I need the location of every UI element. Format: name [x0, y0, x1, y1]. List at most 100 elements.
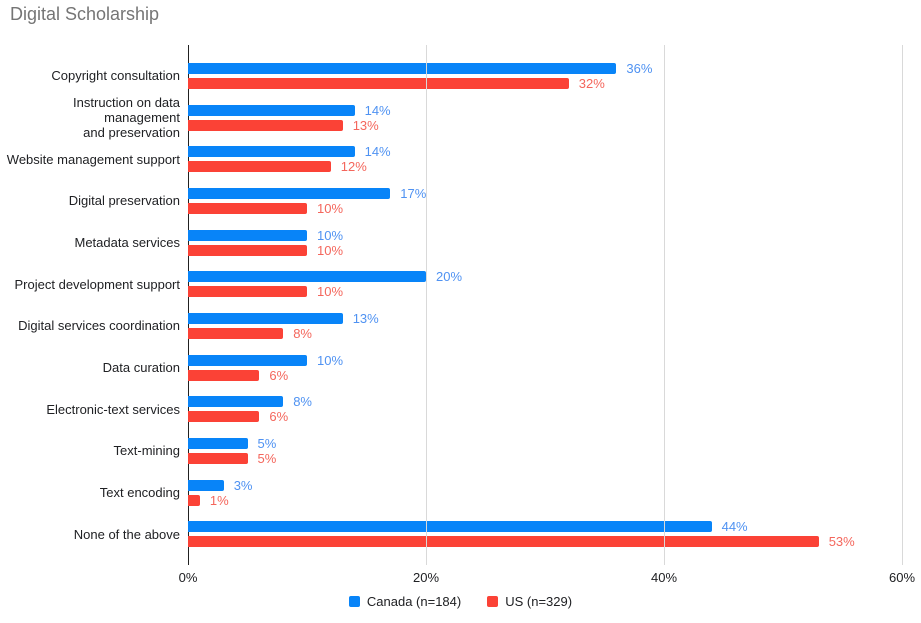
- bar-value-label: 20%: [436, 269, 463, 285]
- bar-line: 20%: [188, 269, 902, 285]
- category-label: Website management support: [6, 151, 180, 167]
- bar-canada[interactable]: [188, 187, 391, 199]
- bar-canada[interactable]: [188, 271, 426, 283]
- bar-line: 5%: [188, 435, 902, 451]
- bar-us[interactable]: [188, 536, 819, 548]
- bar-group: 3% 1%: [188, 478, 902, 508]
- bar-group: 14% 12%: [188, 144, 902, 175]
- bar-line: 10%: [188, 243, 902, 258]
- bar-canada[interactable]: [188, 312, 343, 324]
- bar-value-label: 8%: [293, 325, 312, 341]
- bar-canada[interactable]: [188, 521, 712, 533]
- bar-line: 13%: [188, 117, 902, 133]
- category-row: Text-mining 5% 5%: [114, 430, 902, 472]
- bar-us[interactable]: [188, 452, 248, 464]
- bar-canada[interactable]: [188, 229, 307, 241]
- bar-canada[interactable]: [188, 62, 617, 74]
- legend-swatch-icon: [348, 595, 360, 607]
- bar-line: 5%: [188, 450, 902, 466]
- bar-group: 17% 10%: [188, 185, 902, 216]
- bar-canada[interactable]: [188, 479, 224, 491]
- category-label: None of the above: [73, 526, 180, 542]
- bar-value-label: 32%: [578, 75, 605, 91]
- bar-line: 10%: [188, 227, 902, 243]
- category-row: Text encoding 3% 1%: [100, 472, 902, 514]
- category-label: Digital preservation: [68, 193, 180, 209]
- bar-line: 14%: [188, 103, 902, 118]
- bar-us[interactable]: [188, 286, 307, 298]
- category-label: Metadata services: [74, 235, 181, 251]
- category-label: Project development support: [14, 276, 180, 292]
- bar-us[interactable]: [188, 119, 343, 131]
- bar-group: 5% 5%: [188, 435, 902, 466]
- bar-value-label: 13%: [352, 310, 379, 326]
- y-axis-baseline: [188, 45, 189, 565]
- bar-value-label: 12%: [340, 159, 367, 175]
- bar-value-label: 10%: [317, 200, 344, 216]
- category-label: Instruction on data management and prese…: [73, 95, 180, 140]
- bar-line: 10%: [188, 352, 902, 368]
- bar-value-label: 10%: [317, 227, 344, 243]
- bar-line: 32%: [188, 75, 902, 91]
- bar-line: 36%: [188, 61, 902, 76]
- bar-group: 13% 8%: [188, 310, 902, 341]
- category-label: Text encoding: [99, 485, 180, 501]
- category-label: Text-mining: [113, 443, 180, 459]
- category-row: Data curation 10% 6%: [103, 347, 902, 389]
- category-row: None of the above 44% 53%: [74, 513, 902, 555]
- bar-us[interactable]: [188, 327, 284, 339]
- bar-us[interactable]: [188, 161, 331, 173]
- bar-value-label: 5%: [257, 435, 277, 451]
- bar-canada[interactable]: [188, 437, 248, 449]
- bar-value-label: 5%: [257, 450, 277, 466]
- bar-line: 10%: [188, 284, 902, 299]
- category-row: Website management support 14% 12%: [7, 138, 902, 180]
- bar-line: 53%: [188, 534, 902, 550]
- bar-value-label: 13%: [352, 117, 379, 133]
- bar-canada[interactable]: [188, 104, 355, 116]
- bar-us[interactable]: [188, 77, 569, 89]
- legend-item[interactable]: US (n=329): [487, 594, 572, 609]
- bar-group: 44% 53%: [188, 519, 902, 550]
- bar-us[interactable]: [188, 494, 200, 506]
- legend-label: US (n=329): [505, 593, 573, 609]
- category-label: Digital services coordination: [18, 318, 180, 334]
- category-label: Copyright consultation: [51, 68, 180, 84]
- x-tick-label: 60%: [888, 570, 916, 585]
- bar-line: 8%: [188, 394, 902, 409]
- bar-value-label: 14%: [364, 144, 391, 160]
- legend-item[interactable]: Canada (n=184): [348, 593, 462, 609]
- bar-value-label: 10%: [317, 352, 344, 368]
- bar-canada[interactable]: [188, 146, 355, 158]
- legend: Canada (n=184) US (n=329): [0, 593, 921, 609]
- category-row: Copyright consultation 36% 32%: [51, 55, 902, 97]
- gridline: [426, 45, 427, 565]
- legend-swatch-icon: [487, 595, 499, 607]
- bar-us[interactable]: [188, 369, 260, 381]
- category-label: Data curation: [102, 360, 180, 376]
- bar-group: 14% 13%: [188, 103, 902, 133]
- category-row: Instruction on data management and prese…: [73, 95, 902, 140]
- bar-value-label: 53%: [828, 534, 855, 550]
- bar-line: 3%: [188, 478, 902, 493]
- bar-value-label: 6%: [269, 367, 289, 383]
- bar-line: 6%: [188, 367, 902, 383]
- x-tick-label: 0%: [178, 570, 198, 585]
- legend-label: Canada (n=184): [366, 593, 462, 609]
- bar-line: 1%: [188, 492, 902, 508]
- bar-value-label: 1%: [209, 492, 229, 508]
- bar-value-label: 17%: [400, 185, 427, 201]
- bar-line: 6%: [188, 409, 902, 424]
- bar-us[interactable]: [188, 202, 307, 214]
- category-row: Metadata services 10% 10%: [75, 222, 902, 264]
- category-row: Digital preservation 17% 10%: [69, 180, 902, 222]
- bar-canada[interactable]: [188, 354, 307, 366]
- bar-us[interactable]: [188, 244, 307, 256]
- bar-group: 8% 6%: [188, 394, 902, 424]
- bar-canada[interactable]: [188, 396, 284, 408]
- bar-group: 10% 6%: [188, 352, 902, 383]
- bar-rows: Copyright consultation 36% 32% Instruction …: [7, 45, 902, 565]
- gridline: [664, 45, 665, 565]
- bar-us[interactable]: [188, 411, 260, 423]
